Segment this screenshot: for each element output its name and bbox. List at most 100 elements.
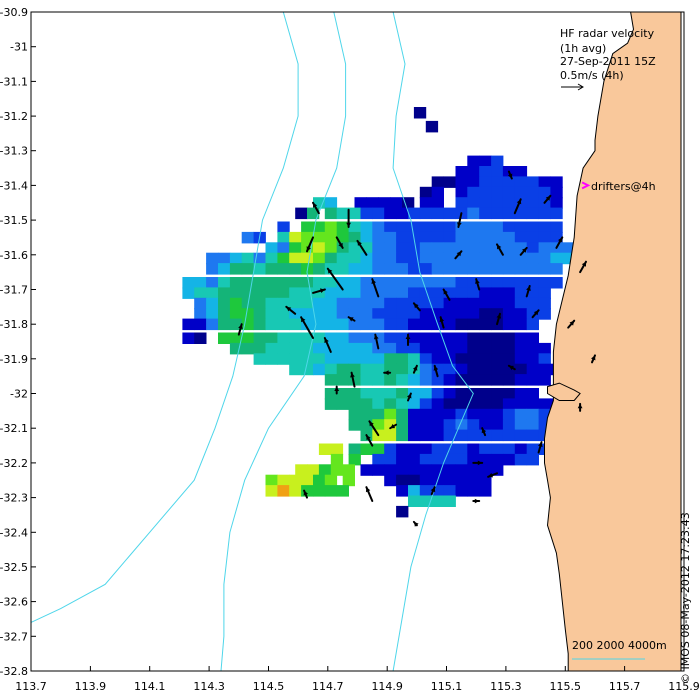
velocity-cell — [455, 252, 468, 265]
velocity-cell — [241, 263, 254, 275]
velocity-cell — [514, 388, 528, 400]
velocity-cell — [443, 277, 456, 289]
velocity-cell — [384, 363, 397, 376]
velocity-cell — [384, 221, 397, 233]
velocity-cell — [538, 186, 551, 199]
velocity-cell — [360, 398, 373, 410]
velocity-cell — [396, 353, 409, 365]
velocity-cell — [526, 176, 539, 188]
velocity-cell — [431, 263, 444, 275]
velocity-cell — [562, 252, 575, 265]
velocity-cell — [479, 231, 492, 244]
velocity-cell — [467, 453, 480, 466]
velocity-cell — [443, 388, 456, 400]
velocity-cell — [229, 342, 243, 355]
velocity-arrow — [439, 316, 445, 329]
velocity-cell — [514, 252, 528, 265]
velocity-cell — [443, 342, 456, 355]
velocity-cell — [218, 318, 231, 331]
velocity-cell — [384, 318, 397, 331]
velocity-cell — [408, 242, 421, 254]
land-layer — [544, 11, 682, 672]
velocity-cell — [419, 429, 433, 442]
velocity-arrow — [312, 201, 320, 215]
velocity-cell — [336, 485, 349, 497]
velocity-arrow — [430, 486, 436, 496]
velocity-cell — [467, 207, 480, 220]
velocity-cell — [526, 231, 539, 244]
velocity-cell — [443, 263, 456, 275]
velocity-cell — [336, 231, 349, 244]
y-axis-ticks: -30.9 -31 -31.1 -31.2 -31.3 -31.4 -31.5 -31.6 -3… — [0, 6, 36, 678]
velocity-cell — [538, 342, 551, 355]
velocity-cell — [431, 419, 444, 431]
velocity-cell — [467, 443, 480, 455]
velocity-cell — [550, 252, 563, 265]
velocity-cell — [419, 297, 433, 310]
y-tick-label: -31.4 — [0, 179, 28, 192]
velocity-cell — [229, 277, 243, 289]
velocity-cell — [431, 388, 444, 400]
velocity-cell — [336, 252, 349, 265]
velocity-cell — [408, 419, 421, 431]
drifters-label: drifters@4h — [591, 180, 656, 193]
y-tick-label: -32.8 — [0, 665, 28, 678]
velocity-cell — [384, 374, 397, 386]
velocity-cell — [396, 277, 409, 289]
velocity-cell — [443, 287, 456, 299]
velocity-cell — [514, 443, 528, 455]
velocity-cell — [419, 197, 433, 209]
velocity-cell — [372, 231, 385, 244]
velocity-cell — [479, 453, 492, 466]
velocity-cell — [313, 318, 326, 331]
velocity-cell — [313, 353, 326, 365]
velocity-arrow — [365, 486, 374, 502]
velocity-cell — [455, 332, 468, 344]
velocity-cell — [491, 374, 504, 386]
velocity-cell — [218, 263, 231, 275]
velocity-cell — [526, 197, 539, 209]
velocity-arrow — [373, 333, 380, 350]
velocity-cell — [491, 419, 504, 431]
velocity-cell — [348, 207, 361, 220]
velocity-arrow — [442, 288, 451, 301]
velocity-cell — [229, 332, 243, 344]
velocity-cell — [378, 197, 391, 209]
velocity-cell — [431, 242, 444, 254]
velocity-cell — [502, 363, 516, 376]
arrow-head — [558, 237, 563, 243]
velocity-cell — [431, 485, 444, 497]
velocity-cell — [348, 408, 361, 421]
velocity-cell — [479, 166, 492, 178]
velocity-cell — [538, 363, 551, 376]
y-tick-label: -31 — [10, 41, 28, 54]
velocity-cell — [194, 332, 207, 344]
velocity-arrow — [300, 316, 314, 339]
velocity-cell — [384, 287, 397, 299]
velocity-cell — [431, 231, 444, 244]
velocity-cell — [526, 388, 539, 400]
velocity-cell — [526, 408, 539, 421]
velocity-cell — [502, 297, 516, 310]
x-tick-label: 114.1 — [134, 680, 166, 693]
velocity-cell — [419, 374, 433, 386]
velocity-arrow — [472, 460, 484, 466]
velocity-cell — [562, 242, 575, 254]
velocity-cell — [336, 207, 349, 220]
velocity-cell — [313, 363, 326, 376]
arrow-head — [384, 370, 389, 376]
velocity-cell — [419, 495, 433, 507]
velocity-cell — [277, 263, 290, 275]
velocity-cell — [253, 263, 266, 275]
velocity-cell — [277, 242, 290, 254]
velocity-cell — [526, 443, 539, 455]
y-tick-label: -31.3 — [0, 145, 28, 158]
arrow-head — [474, 498, 480, 504]
velocity-cell — [253, 287, 266, 299]
y-tick-label: -32.1 — [0, 422, 28, 435]
velocity-arrow — [356, 239, 368, 256]
velocity-cell — [348, 398, 361, 410]
velocity-cell — [491, 297, 504, 310]
velocity-cell — [360, 207, 373, 220]
velocity-cell — [384, 231, 397, 244]
